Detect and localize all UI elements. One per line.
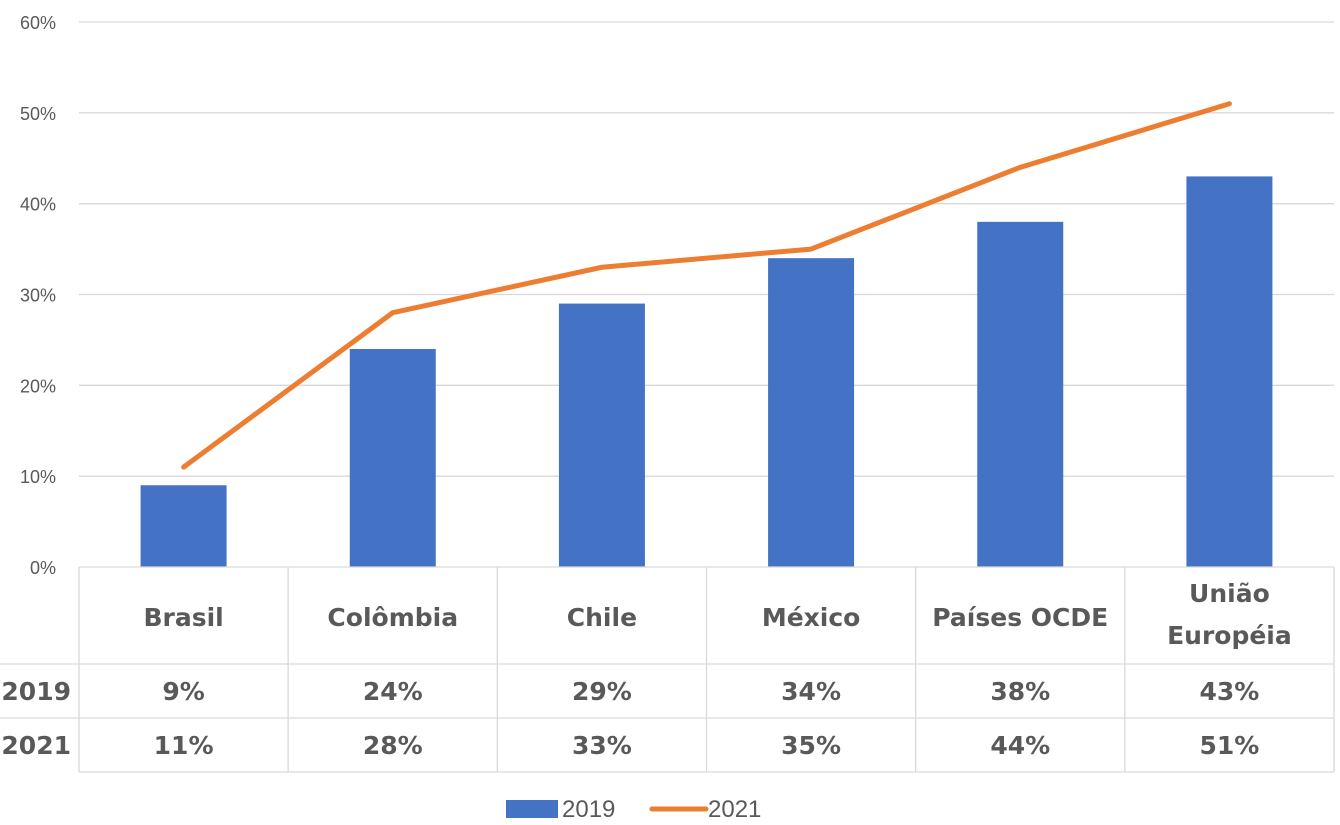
y-tick-label: 20% (20, 376, 56, 396)
y-axis: 0% 10% 20% 30% 40% 50% 60% (20, 13, 56, 578)
row-header: 2019 (1, 677, 71, 706)
data-label: 34% (781, 677, 841, 706)
category-label: Brasil (143, 603, 223, 632)
y-tick-label: 0% (30, 558, 56, 578)
data-label: 11% (154, 731, 214, 760)
row-header: 2021 (1, 731, 71, 760)
data-label: 9% (162, 677, 204, 706)
y-tick-label: 10% (20, 467, 56, 487)
legend-label: 2021 (708, 796, 761, 823)
category-label: Países OCDE (932, 603, 1108, 632)
category-label: União (1189, 579, 1270, 608)
bar (559, 304, 645, 567)
data-label: 51% (1199, 731, 1259, 760)
bar (1186, 176, 1272, 567)
data-table: Brasil Colômbia Chile México Países OCDE Uniã… (0, 567, 1334, 772)
data-label: 28% (363, 731, 423, 760)
legend-swatch-bar (506, 800, 558, 818)
category-label: México (762, 603, 861, 632)
data-label: 43% (1199, 677, 1259, 706)
bar (977, 222, 1063, 567)
y-tick-label: 50% (20, 104, 56, 124)
series-line (184, 104, 1230, 467)
legend-label: 2019 (562, 796, 615, 823)
bar (350, 349, 436, 567)
data-label: 38% (990, 677, 1050, 706)
category-label: Chile (567, 603, 637, 632)
line-2021 (184, 104, 1230, 467)
bar (141, 485, 227, 567)
legend: 2019 2021 (506, 796, 761, 823)
y-tick-label: 40% (20, 195, 56, 215)
data-label: 44% (990, 731, 1050, 760)
y-tick-label: 30% (20, 286, 56, 306)
data-label: 24% (363, 677, 423, 706)
bar (768, 258, 854, 567)
category-label: Colômbia (327, 603, 458, 632)
data-label: 33% (572, 731, 632, 760)
category-label: Européia (1167, 621, 1292, 650)
y-tick-label: 60% (20, 13, 56, 33)
data-label: 35% (781, 731, 841, 760)
data-label: 29% (572, 677, 632, 706)
